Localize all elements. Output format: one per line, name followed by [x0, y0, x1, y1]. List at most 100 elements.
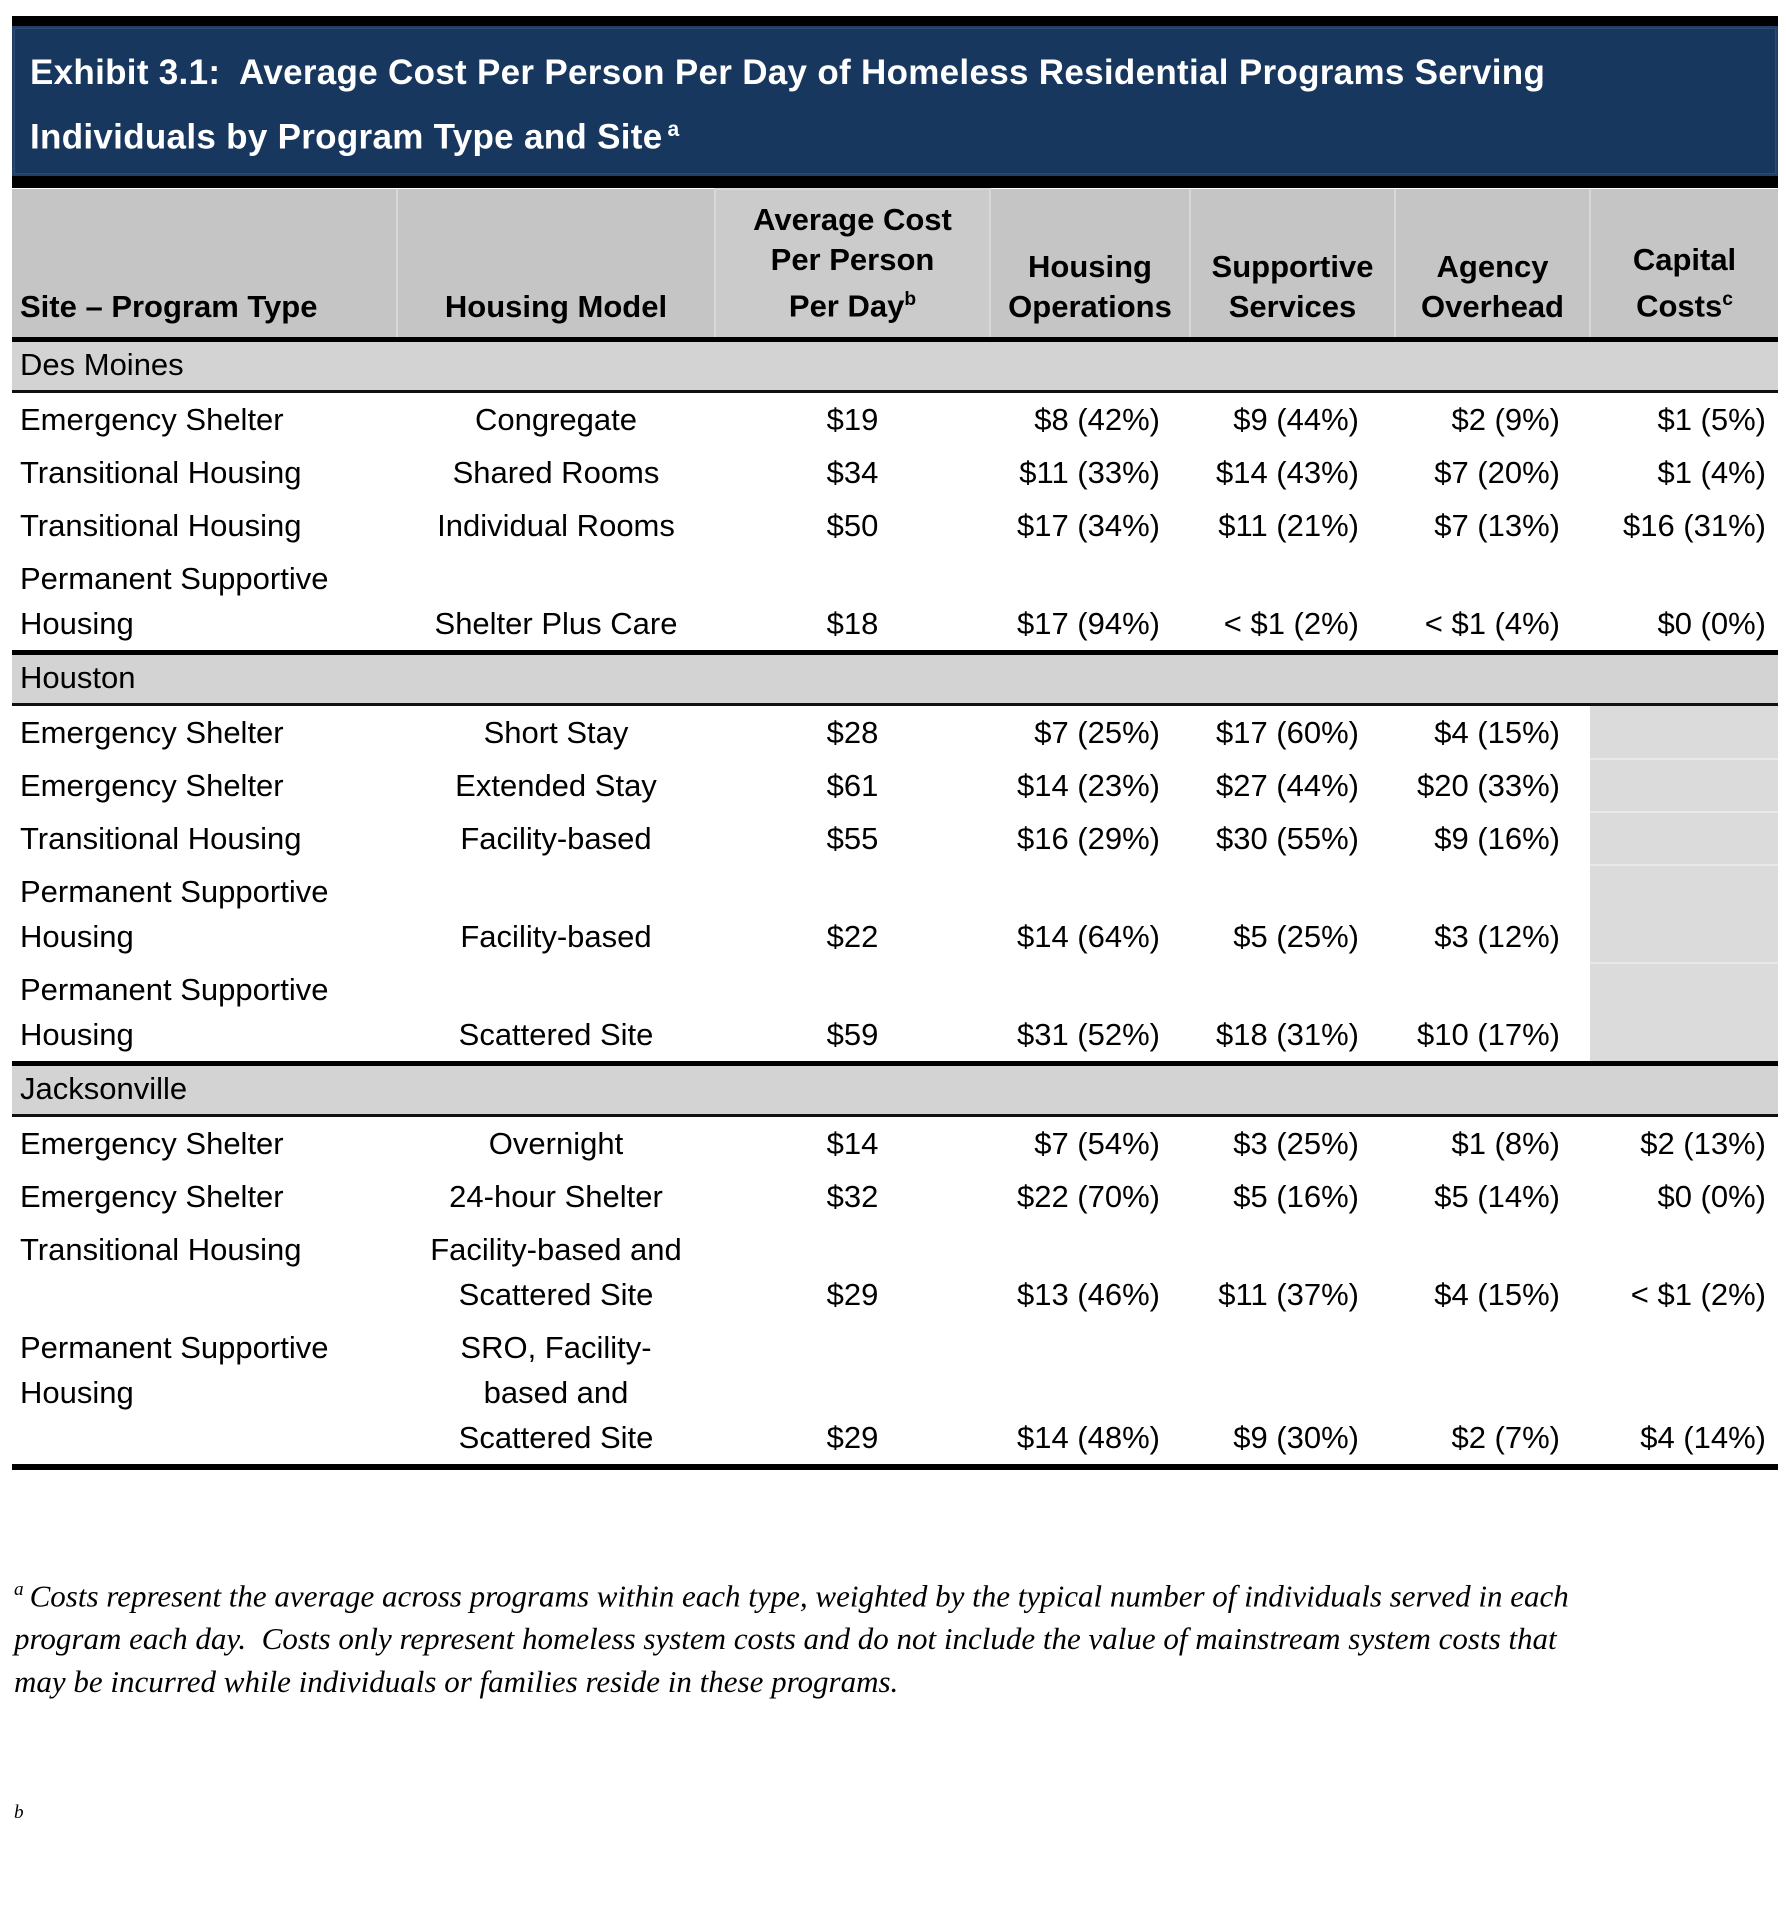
cell: $22	[715, 865, 990, 963]
cell: Transitional Housing	[12, 499, 397, 552]
cell: Overnight	[397, 1115, 715, 1170]
cell: $0 (0%)	[1590, 552, 1778, 653]
top-divider-bar	[12, 16, 1778, 26]
cell: $17 (60%)	[1190, 704, 1395, 759]
cell: $32	[715, 1170, 990, 1223]
cell: $14 (48%)	[990, 1321, 1190, 1467]
cell: Emergency Shelter	[12, 759, 397, 812]
cell: $27 (44%)	[1190, 759, 1395, 812]
column-header-housing-operations: Housing Operations	[990, 189, 1190, 339]
cell	[1590, 704, 1778, 759]
cell: $0 (0%)	[1590, 1170, 1778, 1223]
cell: $11 (21%)	[1190, 499, 1395, 552]
cell: $5 (14%)	[1395, 1170, 1590, 1223]
cell: $4 (14%)	[1590, 1321, 1778, 1467]
cell: Individual Rooms	[397, 499, 715, 552]
section-row-jacksonville: Jacksonville	[12, 1063, 1778, 1115]
cell: $7 (13%)	[1395, 499, 1590, 552]
cell: $20 (33%)	[1395, 759, 1590, 812]
cell: Transitional Housing	[12, 1223, 397, 1321]
section-label-des-moines: Des Moines	[12, 339, 1778, 391]
cell: $29	[715, 1223, 990, 1321]
cell: $3 (12%)	[1395, 865, 1590, 963]
cell: $9 (30%)	[1190, 1321, 1395, 1467]
cell: $7 (54%)	[990, 1115, 1190, 1170]
cell: $1 (5%)	[1590, 391, 1778, 446]
cell: $9 (16%)	[1395, 812, 1590, 865]
column-header-agency-overhead: Agency Overhead	[1395, 189, 1590, 339]
cell: Shared Rooms	[397, 446, 715, 499]
section-row-houston: Houston	[12, 652, 1778, 704]
section-label-jacksonville: Jacksonville	[12, 1063, 1778, 1115]
cell: Facility-based	[397, 812, 715, 865]
cell: $30 (55%)	[1190, 812, 1395, 865]
cell: $4 (15%)	[1395, 1223, 1590, 1321]
cell: 24-hour Shelter	[397, 1170, 715, 1223]
cell: $1 (4%)	[1590, 446, 1778, 499]
cell: $16 (31%)	[1590, 499, 1778, 552]
cell: Permanent Supportive Housing	[12, 1321, 397, 1467]
cell: $9 (44%)	[1190, 391, 1395, 446]
cell: Permanent Supportive Housing	[12, 552, 397, 653]
cell: $5 (16%)	[1190, 1170, 1395, 1223]
cell: $29	[715, 1321, 990, 1467]
cell: $2 (13%)	[1590, 1115, 1778, 1170]
cell: Permanent Supportive Housing	[12, 865, 397, 963]
cell: $61	[715, 759, 990, 812]
cell: $14 (64%)	[990, 865, 1190, 963]
cell: $13 (46%)	[990, 1223, 1190, 1321]
cell: Emergency Shelter	[12, 1115, 397, 1170]
cell: $34	[715, 446, 990, 499]
cell: SRO, Facility- based and Scattered Site	[397, 1321, 715, 1467]
cell: $31 (52%)	[990, 963, 1190, 1064]
cell: Facility-based	[397, 865, 715, 963]
section-row-des-moines: Des Moines	[12, 339, 1778, 391]
cell: Scattered Site	[397, 963, 715, 1064]
cell	[1590, 865, 1778, 963]
cell: $2 (9%)	[1395, 391, 1590, 446]
column-header-housing-model: Housing Model	[397, 189, 715, 339]
cell: $59	[715, 963, 990, 1064]
cell: $14 (23%)	[990, 759, 1190, 812]
cell: Shelter Plus Care	[397, 552, 715, 653]
cell: Extended Stay	[397, 759, 715, 812]
cell: $11 (33%)	[990, 446, 1190, 499]
cell: $14	[715, 1115, 990, 1170]
cell: $7 (25%)	[990, 704, 1190, 759]
page: { "title": { "line1": "Exhibit 3.1: Aver…	[0, 0, 1786, 1626]
exhibit-title: Exhibit 3.1: Average Cost Per Person Per…	[30, 44, 1766, 166]
cell: $7 (20%)	[1395, 446, 1590, 499]
cell: $10 (17%)	[1395, 963, 1590, 1064]
cell: $11 (37%)	[1190, 1223, 1395, 1321]
cell: $1 (8%)	[1395, 1115, 1590, 1170]
column-header-capital-costs: Capital Costsc	[1590, 189, 1778, 339]
exhibit-title-bar: Exhibit 3.1: Average Cost Per Person Per…	[12, 26, 1778, 176]
cell: Emergency Shelter	[12, 1170, 397, 1223]
cell: Emergency Shelter	[12, 391, 397, 446]
cell: $22 (70%)	[990, 1170, 1190, 1223]
cell: $17 (34%)	[990, 499, 1190, 552]
column-header-site-program-type: Site – Program Type	[12, 189, 397, 339]
cell: Emergency Shelter	[12, 704, 397, 759]
cell: Transitional Housing	[12, 812, 397, 865]
cell: $18 (31%)	[1190, 963, 1395, 1064]
cell: Permanent Supportive Housing	[12, 963, 397, 1064]
cell: $16 (29%)	[990, 812, 1190, 865]
cell: Facility-based and Scattered Site	[397, 1223, 715, 1321]
cell: $18	[715, 552, 990, 653]
column-header-average-cost-per-person-per-day: Average Cost Per Person Per Dayb	[715, 189, 990, 339]
cell: Congregate	[397, 391, 715, 446]
